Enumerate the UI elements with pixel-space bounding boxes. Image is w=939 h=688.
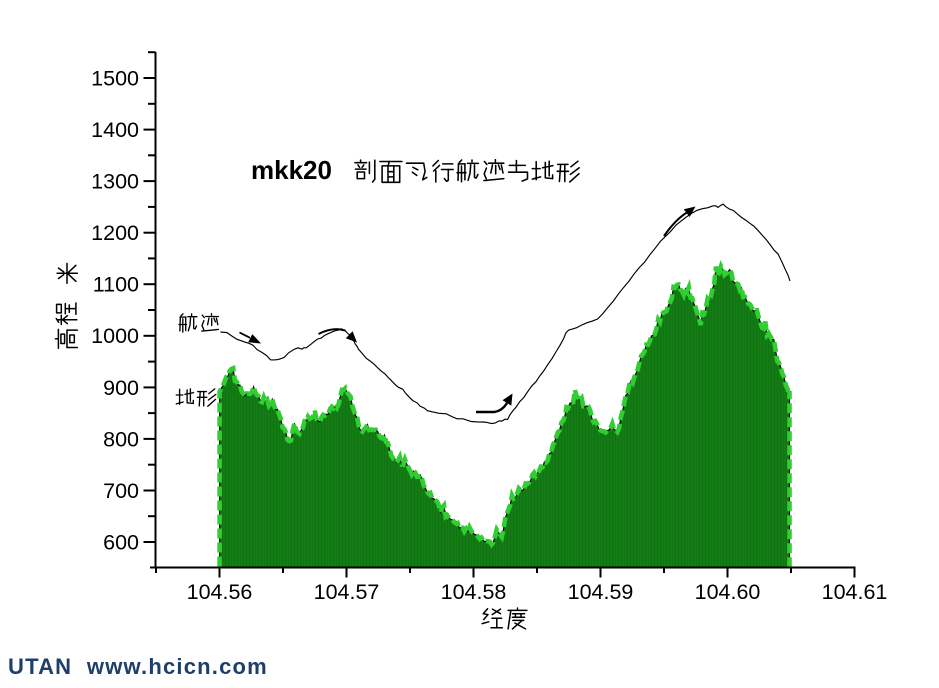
svg-text:700: 700 bbox=[103, 479, 139, 503]
svg-text:1100: 1100 bbox=[93, 273, 139, 297]
svg-text:104.57: 104.57 bbox=[314, 580, 380, 604]
svg-text:104.59: 104.59 bbox=[568, 580, 634, 604]
svg-text:104.56: 104.56 bbox=[187, 580, 253, 604]
svg-text:900: 900 bbox=[103, 376, 139, 400]
svg-text:104.60: 104.60 bbox=[695, 580, 761, 604]
svg-text:1300: 1300 bbox=[91, 170, 139, 194]
svg-text:UTAN www.hcicn.com: UTAN www.hcicn.com bbox=[8, 654, 268, 679]
svg-text:1500: 1500 bbox=[91, 66, 139, 90]
svg-text:1400: 1400 bbox=[91, 118, 139, 142]
svg-text:600: 600 bbox=[103, 530, 139, 554]
svg-text:104.58: 104.58 bbox=[441, 580, 507, 604]
svg-text:800: 800 bbox=[103, 427, 139, 451]
svg-text:1000: 1000 bbox=[91, 324, 139, 348]
svg-text:1200: 1200 bbox=[91, 221, 139, 245]
svg-text:mkk20: mkk20 bbox=[251, 155, 332, 185]
svg-text:104.61: 104.61 bbox=[822, 580, 888, 604]
